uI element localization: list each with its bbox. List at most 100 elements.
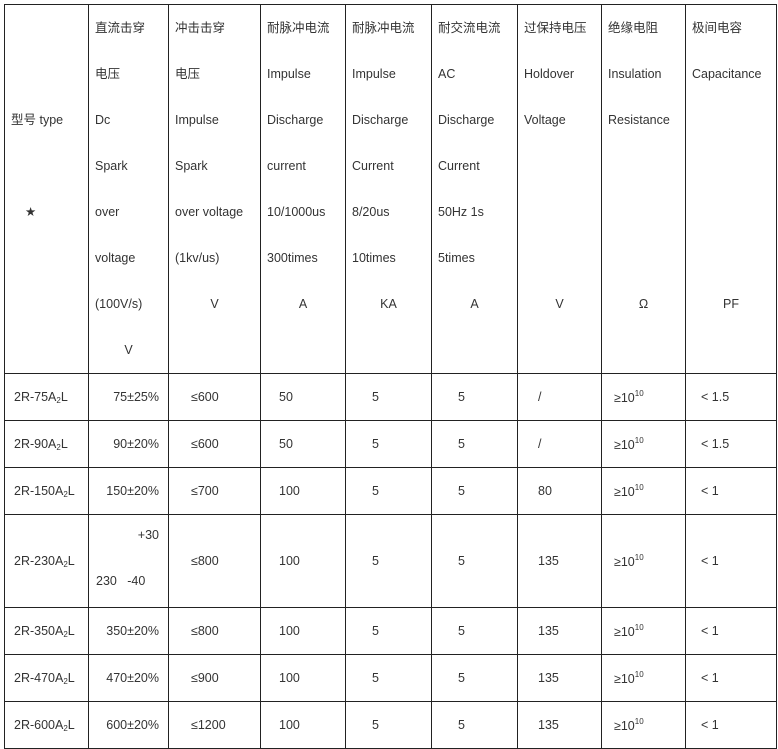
header-unit: V <box>124 343 133 357</box>
header-col: 耐脉冲电流 Impulse Discharge Current 8/20us 10time… <box>345 4 432 374</box>
dc-plus: +30 <box>137 528 159 542</box>
header-col: 冲击击穿 电压 Impulse Spark over voltage (1kv/us) V <box>168 4 261 374</box>
ins-cell: ≥1010 <box>601 514 686 608</box>
header-unit: V <box>210 297 219 311</box>
ins: ≥10 <box>614 438 635 452</box>
dc-base: 230 -40 <box>96 574 146 588</box>
header-line: Discharge <box>267 113 324 127</box>
ins-cell: ≥1010 <box>601 607 686 655</box>
ac-cell: 5 <box>431 373 518 421</box>
header-unit: A <box>298 297 308 311</box>
header-line: 5times <box>438 251 475 265</box>
ins-exp: 10 <box>634 623 644 632</box>
header-line: (100V/s) <box>95 297 143 311</box>
cap-cell: < 1 <box>685 467 777 515</box>
header-unit: A <box>470 297 479 311</box>
hold-cell: 80 <box>517 467 602 515</box>
dc-cell: 600±20% <box>88 701 169 749</box>
header-col: 耐脉冲电流 Impulse Discharge current 10/1000us 300… <box>260 4 346 374</box>
header-col: 极间电容 Capacitance PF <box>685 4 777 374</box>
hold-cell: / <box>517 373 602 421</box>
star-icon: ★ <box>25 205 37 219</box>
i1-cell: 100 <box>260 607 346 655</box>
header-line: Spark <box>175 159 208 173</box>
model: 2R-90A <box>14 436 57 451</box>
header-line: over <box>95 205 120 219</box>
model-cell: 2R-75A2L <box>4 373 89 421</box>
i1-cell: 50 <box>260 373 346 421</box>
header-line: voltage <box>95 251 136 265</box>
hold-cell: 135 <box>517 607 602 655</box>
i2-cell: 5 <box>345 607 432 655</box>
header-line: 电压 <box>175 67 201 81</box>
i2-cell: 5 <box>345 467 432 515</box>
i1-cell: 100 <box>260 514 346 608</box>
i2-cell: 5 <box>345 373 432 421</box>
imp-cell: ≤600 <box>168 420 261 468</box>
table-row: 2R-350A2L 350±20% ≤800 100 5 5 135 ≥1010 < 1 <box>4 607 777 655</box>
i1-cell: 100 <box>260 654 346 702</box>
model-cell: 2R-470A2L <box>4 654 89 702</box>
ins: ≥10 <box>614 555 635 569</box>
ac-cell: 5 <box>431 467 518 515</box>
header-col: 过保持电压 Holdover Voltage V <box>517 4 602 374</box>
spec-table: 型号 type ★ 直流击穿 电压 Dc Spark over voltage (100V/… <box>4 4 777 749</box>
type-label: 型号 type <box>11 113 64 127</box>
ins: ≥10 <box>614 672 635 686</box>
ins-exp: 10 <box>634 436 644 445</box>
ins-cell: ≥1010 <box>601 654 686 702</box>
model-sub: 2 <box>63 629 68 639</box>
header-line: 冲击击穿 <box>175 21 226 35</box>
header-unit: KA <box>380 297 397 311</box>
header-line: 10times <box>352 251 396 265</box>
i1-cell: 100 <box>260 701 346 749</box>
model: 2R-150A <box>14 483 64 498</box>
model: 2R-350A <box>14 623 64 638</box>
dc-cell: 350±20% <box>88 607 169 655</box>
table-row: 2R-75A2L 75±25% ≤600 50 5 5/≥1010 < 1.5 <box>4 373 777 421</box>
ins: ≥10 <box>614 719 635 733</box>
ac-cell: 5 <box>431 654 518 702</box>
header-col: 耐交流电流 AC Discharge Current 50Hz 1s 5times A <box>431 4 518 374</box>
hold-cell: 135 <box>517 514 602 608</box>
model-sub: 2 <box>63 489 68 499</box>
model-cell: 2R-230A2L <box>4 514 89 608</box>
header-line: 50Hz 1s <box>438 205 484 219</box>
header-line: 过保持电压 <box>524 21 587 35</box>
header-line: Voltage <box>524 113 566 127</box>
header-line: 耐脉冲电流 <box>352 21 415 35</box>
table-row: 2R-150A2L 150±20% ≤700 100 5 5 80 ≥1010 < 1 <box>4 467 777 515</box>
header-line: Capacitance <box>692 67 762 81</box>
ins-exp: 10 <box>634 553 644 562</box>
i1-cell: 50 <box>260 420 346 468</box>
ins-cell: ≥1010 <box>601 420 686 468</box>
header-type: 型号 type ★ <box>4 4 89 374</box>
table-row: 2R-90A2L 90±20% ≤600 50 5 5/≥1010 < 1.5 <box>4 420 777 468</box>
ac-cell: 5 <box>431 420 518 468</box>
model-sub: 2 <box>56 442 61 452</box>
model: 2R-230A <box>14 553 64 568</box>
header-col: 直流击穿 电压 Dc Spark over voltage (100V/s) V <box>88 4 169 374</box>
hold-cell: / <box>517 420 602 468</box>
model: 2R-470A <box>14 670 64 685</box>
ins-cell: ≥1010 <box>601 701 686 749</box>
header-line: Resistance <box>608 113 670 127</box>
cap-cell: < 1 <box>685 701 777 749</box>
ac-cell: 5 <box>431 701 518 749</box>
model-sub: 2 <box>63 723 68 733</box>
model-suffix: L <box>67 483 75 498</box>
i2-cell: 5 <box>345 514 432 608</box>
header-line: 极间电容 <box>692 21 743 35</box>
header-line: 300times <box>267 251 318 265</box>
model-suffix: L <box>67 553 75 568</box>
cap-cell: < 1.5 <box>685 373 777 421</box>
header-line: 电压 <box>95 67 121 81</box>
i2-cell: 5 <box>345 654 432 702</box>
ins-exp: 10 <box>634 670 644 679</box>
table-row: 2R-470A2L 470±20% ≤900 100 5 5 135 ≥1010 < 1 <box>4 654 777 702</box>
model-suffix: L <box>60 389 68 404</box>
model-sub: 2 <box>63 676 68 686</box>
model-suffix: L <box>67 717 75 732</box>
dc-cell: 75±25% <box>88 373 169 421</box>
imp-cell: ≤800 <box>168 514 261 608</box>
